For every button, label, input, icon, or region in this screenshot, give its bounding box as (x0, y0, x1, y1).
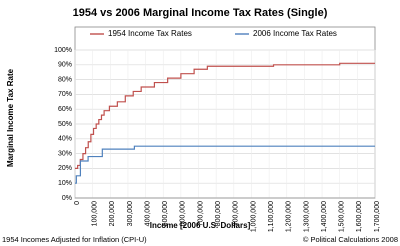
chart-title: 1954 vs 2006 Marginal Income Tax Rates (… (73, 7, 328, 19)
y-tick-label: 60% (58, 106, 72, 113)
x-tick-label: 1,500,000 (339, 201, 346, 232)
legend-label: 2006 Income Tax Rates (253, 29, 337, 38)
x-tick-label: 300,000 (127, 201, 134, 226)
x-tick-label: 700,000 (197, 201, 204, 226)
y-axis-label: Marginal Income Tax Rate (6, 68, 15, 167)
x-tick-label: 1,100,000 (268, 201, 275, 232)
y-tick-label: 0% (62, 195, 72, 202)
y-tick-label: 80% (58, 76, 72, 83)
y-tick-label: 20% (58, 165, 72, 172)
x-tick-label: 400,000 (144, 201, 151, 226)
y-tick-label: 40% (58, 136, 72, 143)
x-tick-label: 1,600,000 (356, 201, 363, 232)
y-tick-label: 70% (58, 91, 72, 98)
y-tick-label: 30% (58, 150, 72, 157)
x-tick-label: 1,400,000 (321, 201, 328, 232)
legend-label: 1954 Income Tax Rates (108, 29, 192, 38)
x-tick-label: 200,000 (109, 201, 116, 226)
x-tick-label: 500,000 (162, 201, 169, 226)
x-tick-label: 600,000 (180, 201, 187, 226)
y-tick-label: 50% (58, 121, 72, 128)
x-tick-label: 1,700,000 (374, 201, 381, 232)
x-tick-label: 900,000 (233, 201, 240, 226)
series-line (75, 62, 375, 169)
footnote: 1954 Incomes Adjusted for Inflation (CPI… (2, 235, 147, 244)
x-tick-label: 1,200,000 (286, 201, 293, 232)
y-tick-label: 10% (58, 180, 72, 187)
y-tick-label: 90% (58, 62, 72, 69)
y-tick-label: 100% (54, 47, 72, 54)
x-tick-label: 0 (74, 201, 81, 205)
x-tick-label: 1,000,000 (250, 201, 257, 232)
x-tick-label: 1,300,000 (303, 201, 310, 232)
plot-frame (74, 26, 376, 199)
credit: © Political Calculations 2008 (303, 235, 398, 244)
series-line (75, 145, 375, 184)
x-tick-label: 100,000 (91, 201, 98, 226)
x-axis-label: Income [2006 U.S. Dollars] (150, 221, 251, 230)
x-tick-label: 800,000 (215, 201, 222, 226)
